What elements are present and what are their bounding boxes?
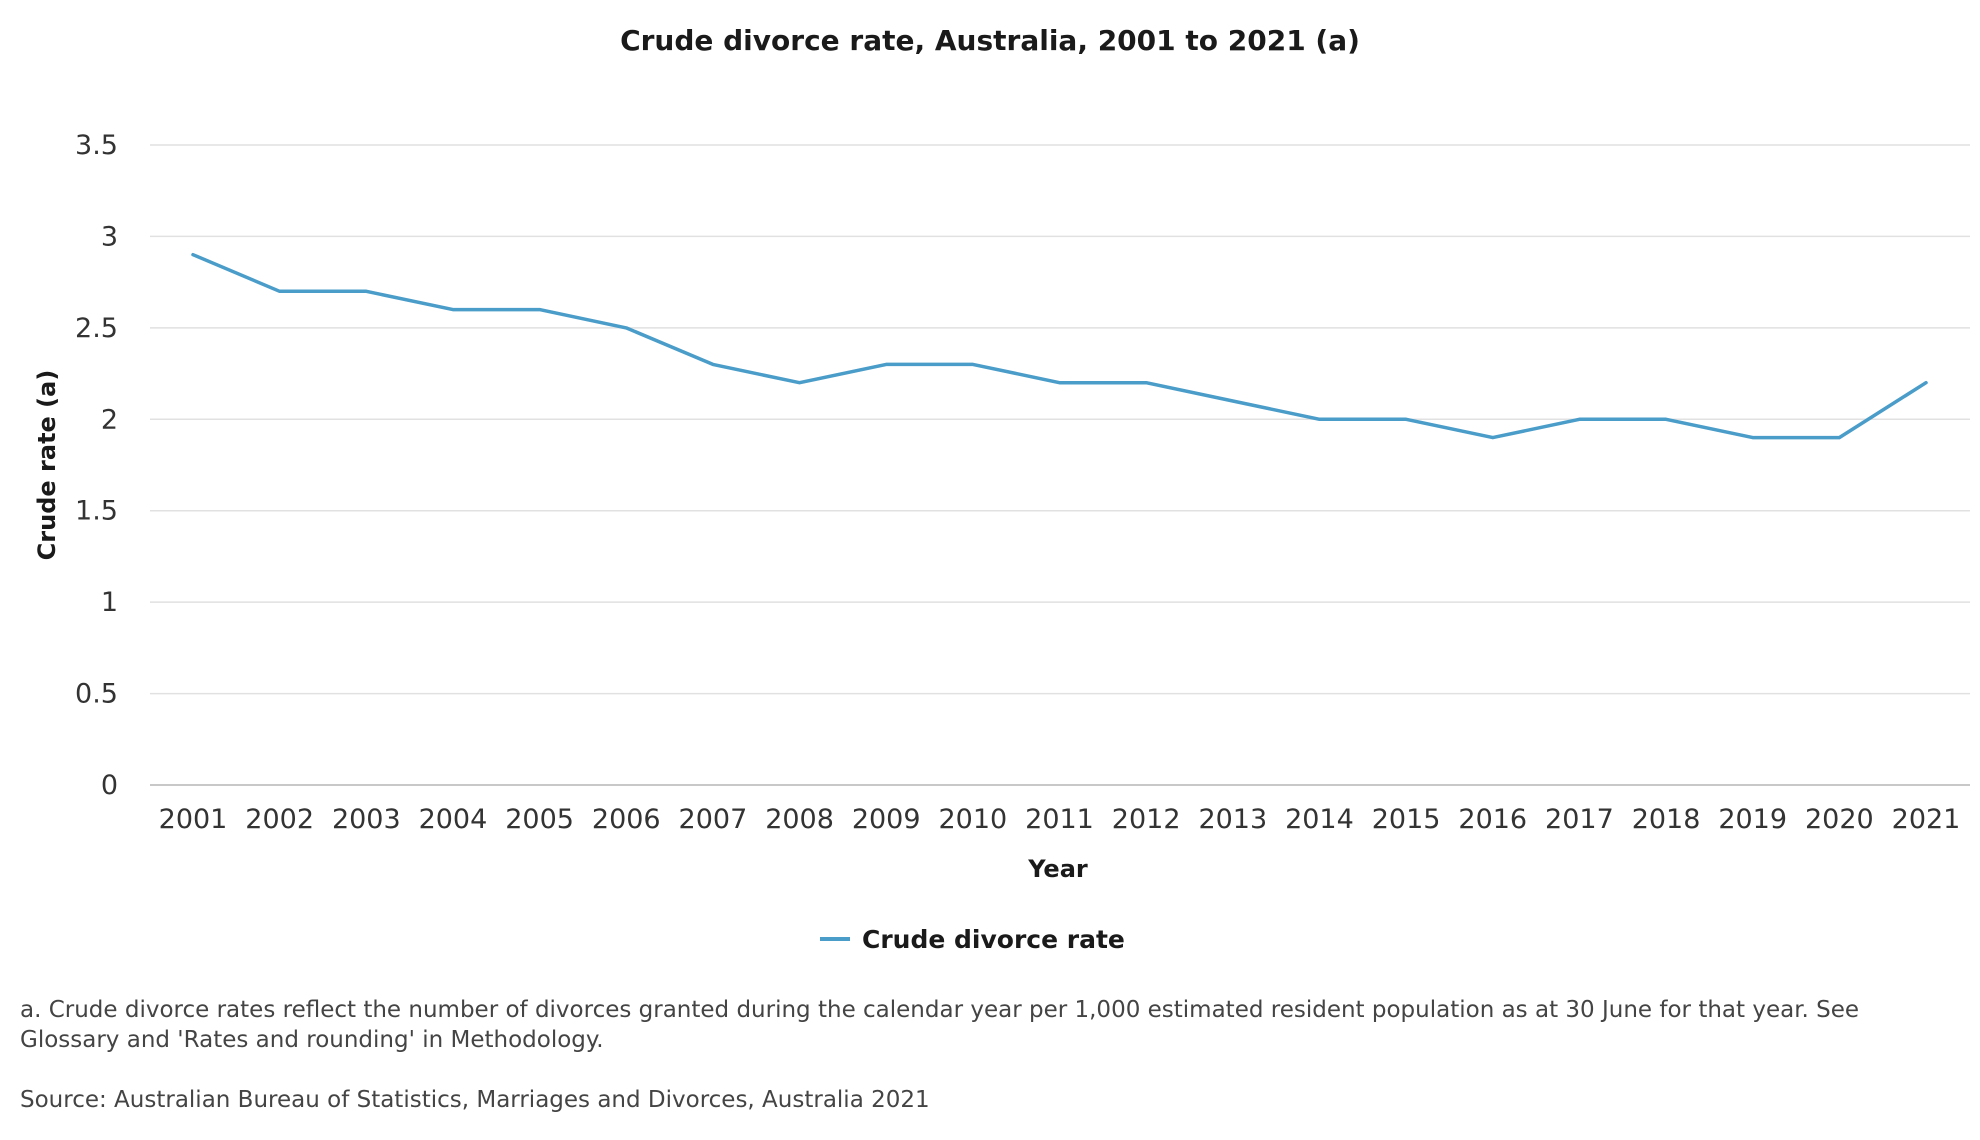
- data-point[interactable]: [1313, 413, 1325, 425]
- x-tick-label: 2021: [1892, 804, 1961, 835]
- legend-label: Crude divorce rate: [862, 925, 1125, 954]
- y-tick-label: 3.5: [75, 130, 118, 161]
- x-tick-label: 2006: [592, 804, 661, 835]
- y-tick-label: 2.5: [75, 313, 118, 344]
- chart-notes: a. Crude divorce rates reflect the numbe…: [20, 995, 1950, 1115]
- data-point[interactable]: [1573, 413, 1585, 425]
- data-point[interactable]: [1920, 377, 1932, 389]
- x-tick-label: 2012: [1112, 804, 1181, 835]
- x-tick-label: 2020: [1805, 804, 1874, 835]
- y-tick-label: 1.5: [75, 496, 118, 527]
- data-point[interactable]: [1400, 413, 1412, 425]
- data-point[interactable]: [1833, 432, 1845, 444]
- series-line[interactable]: [191, 252, 1928, 440]
- x-tick-label: 2011: [1025, 804, 1094, 835]
- data-point[interactable]: [620, 322, 632, 334]
- series-lines: [187, 249, 1932, 444]
- footnote: a. Crude divorce rates reflect the numbe…: [20, 997, 1860, 1053]
- data-point[interactable]: [794, 377, 806, 389]
- x-tick-label: 2016: [1458, 804, 1527, 835]
- gridlines: [150, 144, 1970, 786]
- x-tick-label: 2009: [852, 804, 921, 835]
- x-tick-label: 2003: [332, 804, 401, 835]
- x-tick-label: 2017: [1545, 804, 1614, 835]
- x-tick-label: 2002: [245, 804, 314, 835]
- chart: Crude divorce rate, Australia, 2001 to 2…: [33, 24, 1970, 954]
- legend[interactable]: Crude divorce rate: [820, 925, 1125, 954]
- x-tick-label: 2004: [419, 804, 488, 835]
- y-tick-label: 2: [101, 404, 118, 435]
- data-point[interactable]: [967, 358, 979, 370]
- data-point[interactable]: [447, 304, 459, 316]
- data-point[interactable]: [880, 358, 892, 370]
- data-point[interactable]: [274, 285, 286, 297]
- x-tick-label: 2005: [505, 804, 574, 835]
- data-point[interactable]: [187, 249, 199, 261]
- x-tick-label: 2001: [159, 804, 228, 835]
- data-point[interactable]: [1140, 377, 1152, 389]
- x-tick-label: 2010: [938, 804, 1007, 835]
- y-tick-label: 0.5: [75, 679, 118, 710]
- data-point[interactable]: [1660, 413, 1672, 425]
- x-tick-label: 2008: [765, 804, 834, 835]
- x-tick-label: 2018: [1632, 804, 1701, 835]
- y-axis-title: Crude rate (a): [33, 370, 61, 561]
- x-tick-label: 2019: [1718, 804, 1787, 835]
- y-axis-ticks: 0 0.5 1 1.5 2 2.5 3 3.5: [75, 130, 118, 801]
- y-tick-label: 1: [101, 587, 118, 618]
- data-point[interactable]: [1227, 395, 1239, 407]
- x-tick-label: 2014: [1285, 804, 1354, 835]
- x-tick-label: 2015: [1372, 804, 1441, 835]
- data-point[interactable]: [1747, 432, 1759, 444]
- data-point[interactable]: [1487, 432, 1499, 444]
- x-tick-label: 2013: [1198, 804, 1267, 835]
- y-tick-label: 0: [101, 770, 118, 801]
- data-point[interactable]: [707, 358, 719, 370]
- chart-title: Crude divorce rate, Australia, 2001 to 2…: [620, 24, 1360, 57]
- y-tick-label: 3: [101, 221, 118, 252]
- source-note: Source: Australian Bureau of Statistics,…: [20, 1087, 930, 1113]
- data-point[interactable]: [360, 285, 372, 297]
- data-point[interactable]: [534, 304, 546, 316]
- data-point[interactable]: [1054, 377, 1066, 389]
- x-axis-title: Year: [1027, 855, 1088, 883]
- x-axis-ticks: 2001 2002 2003 2004 2005 2006 2007 2008 2009 2010…: [159, 804, 1961, 835]
- x-tick-label: 2007: [679, 804, 748, 835]
